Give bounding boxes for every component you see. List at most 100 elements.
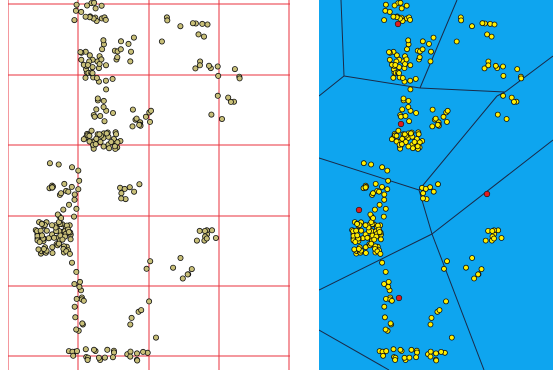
map-point (398, 5, 405, 12)
map-point (364, 234, 371, 241)
map-point (354, 232, 361, 239)
map-point (430, 188, 437, 195)
map-point (84, 2, 91, 9)
map-point (475, 271, 482, 278)
map-point (72, 314, 79, 321)
map-point (71, 191, 78, 198)
map-point (372, 206, 378, 213)
map-point (91, 346, 98, 353)
map-point (427, 348, 434, 355)
map-point (136, 121, 143, 128)
map-point (478, 266, 485, 273)
map-point (152, 334, 159, 341)
map-point (66, 201, 73, 208)
map-point (164, 17, 171, 24)
map-point (420, 195, 426, 202)
voronoi-seed-point (355, 206, 363, 214)
map-point (398, 113, 404, 120)
map-point (385, 283, 392, 290)
map-point (479, 20, 486, 27)
map-point (399, 75, 406, 81)
map-point (435, 181, 441, 188)
voronoi-edge (431, 233, 485, 370)
voronoi-map-canvas (319, 0, 553, 370)
points-layer (32, 0, 243, 364)
map-point (430, 34, 437, 41)
voronoi-edge (319, 329, 390, 370)
map-point (133, 115, 140, 122)
map-point (469, 23, 475, 30)
map-point (73, 326, 80, 333)
map-point (100, 97, 107, 104)
map-point (401, 131, 408, 138)
map-point (100, 143, 107, 150)
map-point (236, 75, 243, 82)
map-point (77, 278, 84, 285)
map-point (100, 37, 107, 44)
map-point (489, 228, 496, 234)
map-point (227, 98, 234, 105)
map-point (127, 58, 134, 65)
grid-lines (8, 0, 290, 370)
map-point (422, 185, 429, 192)
map-point (79, 320, 86, 327)
map-point (392, 357, 398, 363)
map-point (108, 138, 115, 145)
map-point (127, 353, 134, 360)
map-point (97, 138, 104, 145)
map-point (360, 160, 367, 167)
map-point (128, 48, 135, 55)
map-point (58, 190, 65, 197)
map-point (73, 295, 80, 302)
map-point (443, 298, 449, 305)
map-point (114, 54, 121, 61)
map-point (440, 113, 447, 120)
map-point (82, 74, 89, 81)
map-point (117, 46, 124, 53)
map-point (75, 167, 82, 174)
map-point (103, 86, 110, 93)
map-point (458, 17, 465, 24)
map-point (402, 113, 409, 119)
map-point (147, 107, 154, 114)
map-point (86, 132, 93, 139)
map-point (404, 46, 410, 53)
map-point (136, 181, 143, 188)
map-point (147, 258, 154, 265)
map-point (65, 228, 72, 235)
map-point (407, 86, 414, 93)
map-point (393, 132, 400, 139)
map-point (69, 259, 76, 266)
map-point (60, 206, 67, 213)
map-point (394, 52, 400, 59)
map-point (384, 186, 391, 193)
map-point (127, 321, 134, 328)
map-point (111, 143, 118, 150)
voronoi-edge (319, 75, 345, 97)
map-point (481, 65, 488, 72)
map-point (100, 104, 107, 111)
map-point (395, 127, 402, 134)
map-point (368, 161, 374, 168)
map-point (214, 92, 221, 99)
map-point (67, 236, 74, 243)
map-point (80, 136, 87, 143)
voronoi-edges (319, 0, 553, 370)
map-point (125, 40, 132, 47)
map-point (109, 75, 116, 82)
map-point (403, 2, 410, 9)
map-point (138, 307, 145, 314)
map-point (503, 116, 510, 122)
map-point (354, 221, 360, 227)
map-point (491, 21, 498, 28)
map-point (208, 227, 215, 234)
map-point (98, 56, 105, 63)
map-point (386, 8, 393, 15)
grid-map-panel (8, 0, 290, 370)
map-point (488, 33, 495, 40)
map-point (36, 238, 43, 245)
map-point (76, 283, 83, 290)
map-point (196, 227, 203, 234)
map-point (113, 131, 120, 138)
map-point (397, 346, 404, 353)
